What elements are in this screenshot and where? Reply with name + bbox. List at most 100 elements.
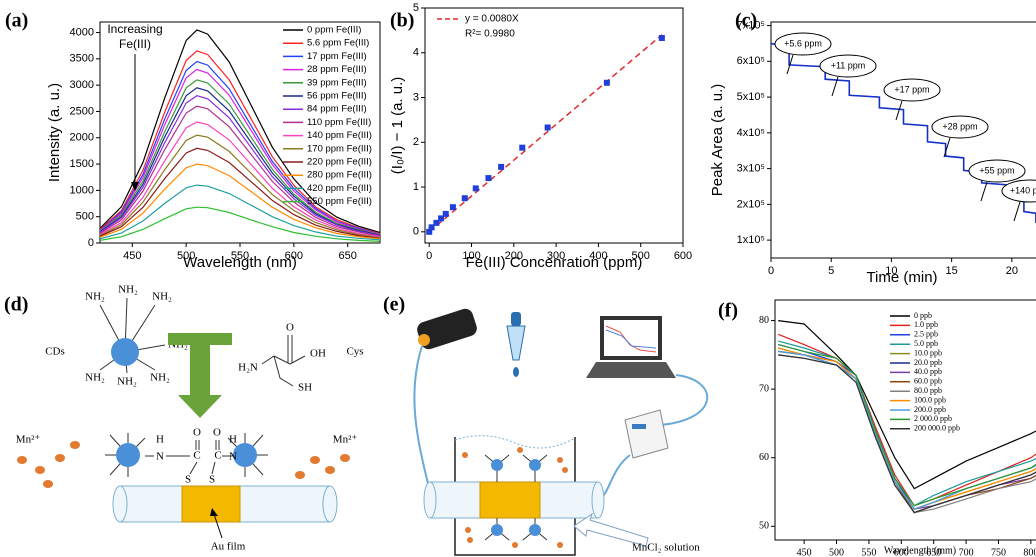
y-tick-label: 60 <box>759 452 769 463</box>
container <box>424 436 648 555</box>
atom-label: O <box>213 427 221 439</box>
legend-label: 39 ppm Fe(III) <box>307 77 367 88</box>
fiber-tube <box>113 486 337 538</box>
dropper <box>513 367 519 377</box>
diagram-d: (d) NH₂ NH₂ NH₂ NH₂ NH₂ NH₂ NH₂ CDs O OH… <box>4 284 364 553</box>
y-axis-title: (I₀/I) − 1 (a. u.) <box>389 77 406 175</box>
data-point <box>519 145 525 151</box>
spectrometer <box>625 410 668 458</box>
x-tick-label: 20 <box>1006 265 1018 277</box>
atom-label: N <box>229 451 237 463</box>
data-point <box>473 185 479 191</box>
data-line <box>771 44 1036 234</box>
dropper <box>507 312 525 377</box>
y-tick-label: 2000 <box>70 132 94 144</box>
legend-label: y = 0.0080X <box>465 14 519 25</box>
callout-label: +11 ppm <box>831 60 866 70</box>
y-tick-label: 0 <box>88 237 94 249</box>
orange-dots <box>325 466 335 474</box>
y-tick-label: 2 <box>413 136 419 148</box>
container <box>480 482 540 518</box>
y-tick-label: 1500 <box>70 158 94 170</box>
laptop <box>586 316 707 425</box>
group-label: NH₂ <box>85 291 105 303</box>
callout-label: +17 ppm <box>894 84 929 94</box>
legend-label: 10.0 ppb <box>914 348 942 357</box>
au-film-label: Au film <box>211 541 246 553</box>
annotation: Increasing <box>107 22 162 36</box>
y-tick-label: 4000 <box>70 26 94 38</box>
legend-label: 200 000.0 ppb <box>914 424 960 433</box>
laptop <box>586 362 676 378</box>
annotation: R²= 0.9980 <box>465 29 515 40</box>
legend-label: 40.0 ppb <box>914 367 942 376</box>
bound-dots <box>212 462 215 474</box>
legend-label: 0 ppb <box>914 311 932 320</box>
x-tick-label: 0 <box>426 250 432 262</box>
solution-label: MnCl₂ solution <box>632 542 700 554</box>
light-source <box>414 346 432 500</box>
legend-label: 140 ppm Fe(III) <box>307 130 372 141</box>
group-label: NH₂ <box>150 372 170 384</box>
y-tick-label: 6x10⁵ <box>737 55 765 67</box>
y-tick-label: 50 <box>759 521 769 532</box>
x-tick-label: 5 <box>828 265 834 277</box>
legend-label: 420 ppm Fe(III) <box>307 183 372 194</box>
cysteine <box>262 335 305 386</box>
y-axis-title: Intensity (a. u.) <box>46 83 63 182</box>
legend-label: 1.0 ppb <box>914 320 938 329</box>
y-tick-label: 3x10⁵ <box>737 163 765 175</box>
callout-label: +5.6 ppm <box>784 38 822 48</box>
legend-label: 60.0 ppb <box>914 377 942 386</box>
atom-label: SH <box>298 382 312 394</box>
dropper <box>511 312 521 326</box>
laptop <box>660 375 707 425</box>
container <box>557 457 563 463</box>
data-point <box>604 80 610 86</box>
x-axis-title: Time (min) <box>866 269 937 286</box>
chart-panel: (c)051015201x10⁵2x10⁵3x10⁵4x10⁵5x10⁵6x10… <box>709 10 1036 286</box>
atom-label: O <box>193 427 201 439</box>
callout-label: +28 ppm <box>942 121 977 131</box>
legend-label: 170 ppm Fe(III) <box>307 143 372 154</box>
orange-dots <box>70 441 80 449</box>
atom-label: N <box>156 451 164 463</box>
y-tick-label: 80 <box>759 315 769 326</box>
orange-dots <box>340 454 350 462</box>
spectrometer <box>632 424 646 429</box>
y-tick-label: 0 <box>413 226 419 238</box>
legend-label: 100.0 ppb <box>914 395 946 404</box>
container <box>562 467 568 473</box>
y-axis-title: Peak Area (a. u.) <box>709 84 726 197</box>
container <box>512 542 518 548</box>
diagram-e: (e) <box>383 294 707 555</box>
x-tick-label: 800 <box>1023 547 1036 557</box>
callout-arrow <box>981 182 987 201</box>
x-tick-label: 550 <box>861 547 876 557</box>
atom-label: H <box>156 434 164 446</box>
x-axis-title: Fe(III) Concenration (ppm) <box>466 254 643 271</box>
group-label: NH₂ <box>117 376 137 388</box>
plot-area <box>778 321 1036 513</box>
bound-dots <box>116 443 140 467</box>
data-point <box>485 175 491 181</box>
group-label: NH₂ <box>85 372 105 384</box>
callout-label: +55 ppm <box>979 165 1014 175</box>
laptop <box>604 320 658 356</box>
fiber-tube <box>323 486 337 522</box>
container <box>529 459 541 471</box>
light-source <box>418 334 430 346</box>
y-tick-label: 5x10⁵ <box>737 91 765 103</box>
orange-dots <box>295 471 305 479</box>
orange-dots <box>17 441 350 488</box>
orange-dots <box>17 456 27 464</box>
y-tick-label: 1x10⁵ <box>737 234 765 246</box>
annotation: Fe(III) <box>119 37 151 51</box>
legend-label: 84 ppm Fe(III) <box>307 104 367 115</box>
dropper <box>507 326 525 360</box>
orange-dots <box>55 454 65 462</box>
panel-label: (a) <box>5 10 28 32</box>
container <box>529 524 541 536</box>
y-tick-label: 500 <box>76 211 94 223</box>
y-tick-label: 3000 <box>70 79 94 91</box>
